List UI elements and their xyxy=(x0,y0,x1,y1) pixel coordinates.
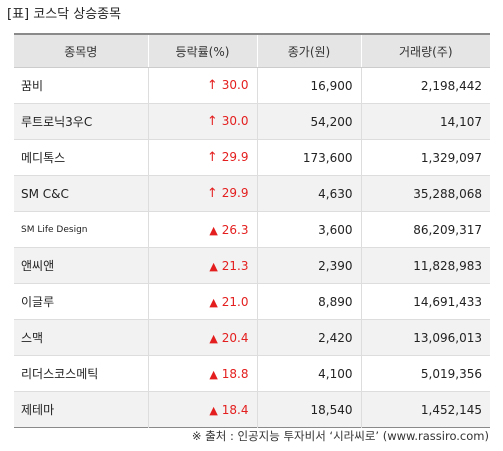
change-rate-value: 21.0 xyxy=(221,294,249,309)
closing-price: 173,600 xyxy=(257,139,362,176)
up-arrow-icon: ↑ xyxy=(206,150,218,165)
change-rate-cell: ▲ 21.3 xyxy=(148,247,258,284)
table-row: 제테마 ▲ 18.4 18,540 1,452,145 xyxy=(14,391,490,428)
table-body: 꿈비 ↑ 30.0 16,900 2,198,442 루트로닉3우C ↑ 30.0 54,200… xyxy=(14,67,490,428)
change-rate-cell: ↑ 29.9 xyxy=(148,175,258,212)
change-rate-cell: ▲ 26.3 xyxy=(148,211,258,248)
change-rate-cell: ▲ 18.4 xyxy=(148,391,258,428)
stock-name: 루트로닉3우C xyxy=(14,103,149,140)
closing-price: 54,200 xyxy=(257,103,362,140)
stock-name: 이글루 xyxy=(14,283,149,320)
trading-volume: 86,209,317 xyxy=(361,211,490,248)
change-rate-value: 30.0 xyxy=(221,114,249,128)
trading-volume: 14,107 xyxy=(361,103,490,140)
up-triangle-icon: ▲ xyxy=(209,367,218,381)
column-header-price: 종가(원) xyxy=(257,34,362,68)
change-rate-cell: ↑ 30.0 xyxy=(148,103,258,140)
up-arrow-icon: ↑ xyxy=(206,78,218,93)
trading-volume: 5,019,356 xyxy=(361,355,490,392)
table-row: 루트로닉3우C ↑ 30.0 54,200 14,107 xyxy=(14,103,490,140)
table-row: 꿈비 ↑ 30.0 16,900 2,198,442 xyxy=(14,67,490,104)
stock-name: SM C&C xyxy=(14,175,149,212)
stock-name: 꿈비 xyxy=(14,67,149,104)
table-row: SM Life Design ▲ 26.3 3,600 86,209,317 xyxy=(14,211,490,248)
change-rate-cell: ▲ 18.8 xyxy=(148,355,258,392)
column-header-volume: 거래량(주) xyxy=(361,34,490,68)
change-rate-cell: ▲ 21.0 xyxy=(148,283,258,320)
closing-price: 16,900 xyxy=(257,67,362,104)
closing-price: 18,540 xyxy=(257,391,362,428)
change-rate-cell: ↑ 30.0 xyxy=(148,67,258,104)
table-header-row: 종목명 등락률(%) 종가(원) 거래량(주) xyxy=(14,34,490,68)
closing-price: 2,420 xyxy=(257,319,362,356)
change-rate-value: 30.0 xyxy=(221,78,249,92)
page-title: [표] 코스닥 상승종목 xyxy=(7,7,122,22)
trading-volume: 13,096,013 xyxy=(361,319,490,356)
closing-price: 8,890 xyxy=(257,283,362,320)
change-rate-value: 18.4 xyxy=(221,402,249,417)
stock-name: 제테마 xyxy=(14,391,149,428)
source-note: ※ 출처 : 인공지능 투자비서 ‘시라씨로’ (www.rassiro.com… xyxy=(191,429,489,443)
change-rate-value: 20.4 xyxy=(221,330,249,345)
closing-price: 2,390 xyxy=(257,247,362,284)
change-rate-value: 21.3 xyxy=(221,258,249,273)
table-row: 이글루 ▲ 21.0 8,890 14,691,433 xyxy=(14,283,490,320)
trading-volume: 2,198,442 xyxy=(361,67,490,104)
stock-name: 스맥 xyxy=(14,319,149,356)
change-rate-cell: ▲ 20.4 xyxy=(148,319,258,356)
table-row: 앤씨앤 ▲ 21.3 2,390 11,828,983 xyxy=(14,247,490,284)
change-rate-value: 18.8 xyxy=(221,366,249,381)
change-rate-value: 29.9 xyxy=(221,186,249,200)
table-row: 리더스코스메틱 ▲ 18.8 4,100 5,019,356 xyxy=(14,355,490,392)
table-row: 메디톡스 ↑ 29.9 173,600 1,329,097 xyxy=(14,139,490,176)
up-triangle-icon: ▲ xyxy=(209,403,218,417)
change-rate-cell: ↑ 29.9 xyxy=(148,139,258,176)
trading-volume: 14,691,433 xyxy=(361,283,490,320)
trading-volume: 1,329,097 xyxy=(361,139,490,176)
stock-name: 앤씨앤 xyxy=(14,247,149,284)
kosdaq-gainers-table: 종목명 등락률(%) 종가(원) 거래량(주) 꿈비 ↑ 30.0 16,900 2,1… xyxy=(14,33,490,428)
up-triangle-icon: ▲ xyxy=(209,259,218,273)
up-triangle-icon: ▲ xyxy=(209,223,218,237)
stock-name: 리더스코스메틱 xyxy=(14,355,149,392)
up-triangle-icon: ▲ xyxy=(209,295,218,309)
change-rate-value: 29.9 xyxy=(221,150,249,164)
closing-price: 4,100 xyxy=(257,355,362,392)
stock-name: 메디톡스 xyxy=(14,139,149,176)
trading-volume: 11,828,983 xyxy=(361,247,490,284)
stock-name: SM Life Design xyxy=(14,211,149,248)
up-triangle-icon: ▲ xyxy=(209,331,218,345)
table-row: 스맥 ▲ 20.4 2,420 13,096,013 xyxy=(14,319,490,356)
trading-volume: 35,288,068 xyxy=(361,175,490,212)
table-row: SM C&C ↑ 29.9 4,630 35,288,068 xyxy=(14,175,490,212)
stock-table-container: 종목명 등락률(%) 종가(원) 거래량(주) 꿈비 ↑ 30.0 16,900 2,1… xyxy=(14,33,490,428)
column-header-rate: 등락률(%) xyxy=(148,34,258,68)
trading-volume: 1,452,145 xyxy=(361,391,490,428)
closing-price: 3,600 xyxy=(257,211,362,248)
up-arrow-icon: ↑ xyxy=(206,114,218,129)
up-arrow-icon: ↑ xyxy=(206,186,218,201)
column-header-name: 종목명 xyxy=(14,34,149,68)
change-rate-value: 26.3 xyxy=(221,222,249,237)
closing-price: 4,630 xyxy=(257,175,362,212)
